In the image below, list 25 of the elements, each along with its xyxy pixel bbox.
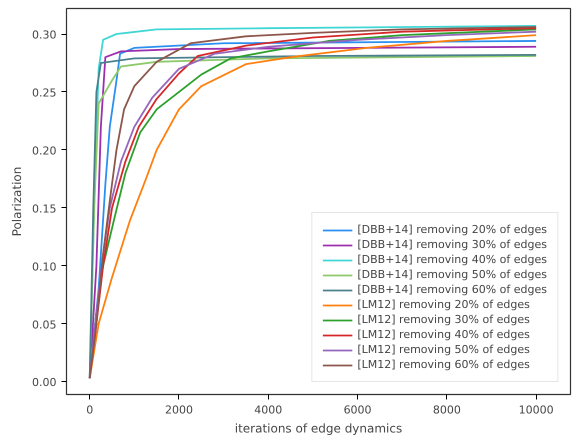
y-tick-label: 0.30 (32, 28, 57, 42)
y-tick-label: 0.20 (32, 144, 57, 158)
legend-label: [LM12] removing 30% of edges (357, 313, 530, 326)
legend-label: [LM12] removing 50% of edges (357, 343, 530, 356)
legend-label: [DBB+14] removing 20% of edges (357, 223, 547, 236)
x-tick-label: 2000 (165, 404, 193, 416)
x-tick-label: 0 (86, 404, 94, 416)
legend-label: [DBB+14] removing 30% of edges (357, 238, 547, 251)
legend-label: [LM12] removing 40% of edges (357, 328, 530, 341)
legend-label: [DBB+14] removing 60% of edges (357, 283, 547, 296)
y-tick-label: 0.05 (32, 318, 57, 332)
legend-label: [DBB+14] removing 50% of edges (357, 268, 547, 281)
y-tick-label: 0.15 (32, 202, 57, 216)
y-axis-title: Polarization (10, 166, 24, 236)
legend-label: [LM12] removing 60% of edges (357, 358, 530, 371)
y-tick-label: 0.25 (32, 86, 57, 100)
x-axis-title: iterations of edge dynamics (234, 422, 402, 436)
y-tick-label: 0.00 (32, 376, 57, 390)
y-tick-label: 0.10 (32, 260, 57, 274)
x-tick-label: 10000 (518, 404, 554, 416)
x-tick-label: 8000 (432, 404, 461, 416)
x-tick-label: 6000 (344, 404, 372, 416)
legend-label: [LM12] removing 20% of edges (357, 298, 530, 311)
x-tick-label: 4000 (254, 404, 282, 416)
legend-label: [DBB+14] removing 40% of edges (357, 253, 547, 266)
